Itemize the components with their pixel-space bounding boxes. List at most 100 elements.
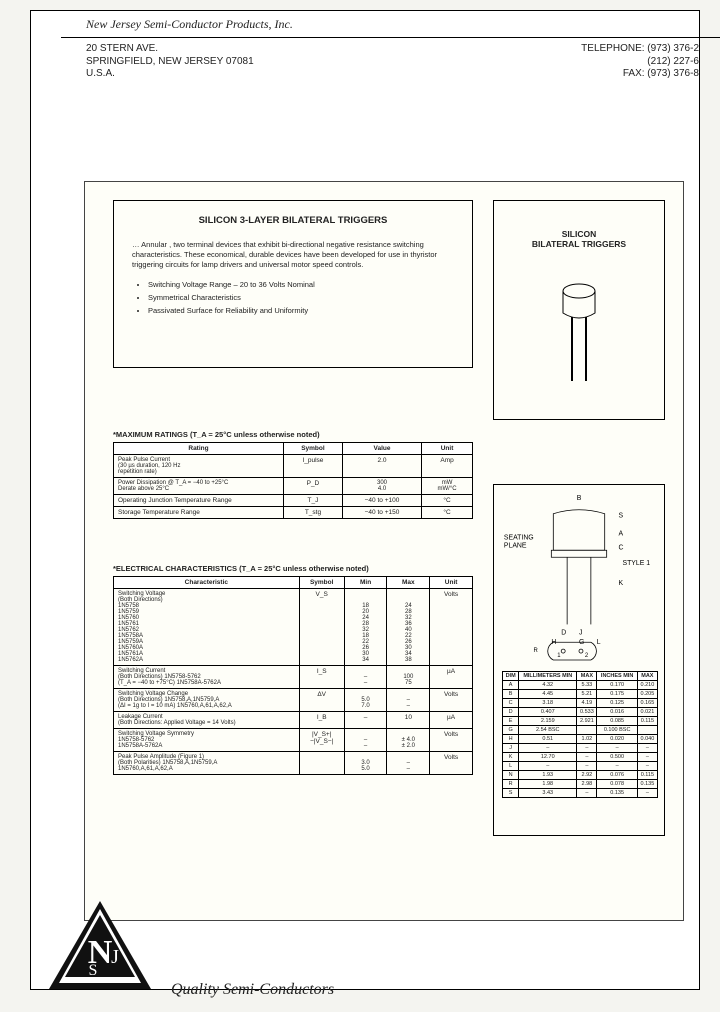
table-cell: 3.43	[519, 789, 577, 798]
svg-text:2: 2	[585, 653, 588, 659]
table-cell: 4.32	[519, 681, 577, 690]
table-cell: 0.135	[637, 780, 657, 789]
table-cell: J	[503, 744, 519, 753]
table-cell: C	[503, 699, 519, 708]
table-header: Characteristic	[114, 577, 300, 589]
table-cell: –	[597, 744, 637, 753]
table-cell: – –	[344, 729, 387, 752]
package-drawing: B S A C K SEATING PLANE D J H G L STYLE …	[494, 485, 664, 665]
table-cell: Volts	[430, 689, 473, 712]
product-heading: SILICON 3-LAYER BILATERAL TRIGGERS	[132, 215, 454, 228]
table-cell: Switching Voltage (Both Directions) 1N57…	[114, 589, 300, 666]
table-cell: 0.175	[597, 690, 637, 699]
table-header: Value	[342, 443, 421, 455]
svg-text:D: D	[561, 629, 566, 636]
table-row: D0.4070.5330.0160.021	[503, 708, 658, 717]
table-row: Storage Temperature RangeT_stg−40 to +15…	[114, 507, 473, 519]
table-cell: –	[597, 762, 637, 771]
addr-line-3: U.S.A.	[86, 68, 254, 81]
svg-text:K: K	[619, 580, 624, 587]
table-row: Peak Pulse Current (30 µs duration, 120 …	[114, 455, 473, 478]
table-cell: Storage Temperature Range	[114, 507, 284, 519]
table-cell	[577, 726, 597, 735]
table-cell: – –	[344, 666, 387, 689]
table-cell: 0.205	[637, 690, 657, 699]
svg-text:SEATING: SEATING	[504, 534, 534, 541]
table-cell: 0.210	[637, 681, 657, 690]
company-address: 20 STERN AVE. SPRINGFIELD, NEW JERSEY 07…	[86, 43, 254, 81]
table-cell: E	[503, 717, 519, 726]
svg-text:S: S	[619, 513, 624, 520]
njs-logo: N J S	[45, 897, 155, 1007]
table-cell: 0.078	[597, 780, 637, 789]
electrical-label: *ELECTRICAL CHARACTERISTICS (T_A = 25°C …	[113, 564, 369, 573]
table-row: Switching Voltage Symmetry 1N5758-5762 1…	[114, 729, 473, 752]
table-cell: Power Dissipation @ T_A = −40 to +25°C D…	[114, 478, 284, 495]
feature-list: Switching Voltage Range – 20 to 36 Volts…	[132, 280, 454, 316]
table-cell: –	[519, 744, 577, 753]
table-cell: 2.54 BSC	[519, 726, 577, 735]
table-cell: V_S	[299, 589, 344, 666]
svg-text:S: S	[89, 962, 98, 979]
table-cell: Switching Voltage Change (Both Direction…	[114, 689, 300, 712]
table-cell: 0.135	[597, 789, 637, 798]
table-row: Peak Pulse Amplitude (Figure 1) (Both Po…	[114, 752, 473, 775]
table-cell: °C	[422, 495, 473, 507]
table-cell: 5.21	[577, 690, 597, 699]
table-cell: 18 20 24 28 32 18 22 26 30 34	[344, 589, 387, 666]
table-cell: 2.921	[577, 717, 597, 726]
table-cell: G	[503, 726, 519, 735]
table-cell: 100 75	[387, 666, 430, 689]
company-script-name: New Jersey Semi-Conductor Products, Inc.	[86, 17, 293, 32]
table-cell: ΔV	[299, 689, 344, 712]
table-row: A4.325.330.1700.210	[503, 681, 658, 690]
svg-text:1: 1	[557, 653, 560, 659]
addr-line-2: SPRINGFIELD, NEW JERSEY 07081	[86, 56, 254, 69]
table-cell: –	[577, 753, 597, 762]
table-cell: A	[503, 681, 519, 690]
table-cell: Volts	[430, 729, 473, 752]
table-header: Max	[387, 577, 430, 589]
table-cell: 5.0 7.0	[344, 689, 387, 712]
table-cell: Volts	[430, 589, 473, 666]
table-header: DIM	[503, 672, 519, 681]
svg-text:J: J	[579, 629, 582, 636]
table-cell: L	[503, 762, 519, 771]
table-cell: 2.159	[519, 717, 577, 726]
table-cell: −40 to +100	[342, 495, 421, 507]
company-tagline: Quality Semi-Conductors	[171, 981, 334, 999]
table-cell: 0.040	[637, 735, 657, 744]
page-frame: New Jersey Semi-Conductor Products, Inc.…	[30, 10, 700, 990]
table-row: C3.184.190.1250.165	[503, 699, 658, 708]
table-row: S3.43–0.135–	[503, 789, 658, 798]
table-row: B4.455.210.1750.205	[503, 690, 658, 699]
table-header: MAX	[577, 672, 597, 681]
table-cell: –	[577, 762, 597, 771]
feature-item: Symmetrical Characteristics	[148, 293, 454, 303]
table-cell: H	[503, 735, 519, 744]
table-header: Unit	[430, 577, 473, 589]
table-cell: –	[344, 712, 387, 729]
datasheet-body: SILICON 3-LAYER BILATERAL TRIGGERS … Ann…	[84, 181, 684, 921]
table-cell: 3.18	[519, 699, 577, 708]
table-row: R1.982.980.0780.135	[503, 780, 658, 789]
product-description: … Annular , two terminal devices that ex…	[132, 240, 454, 270]
table-cell: D	[503, 708, 519, 717]
table-cell: 2.98	[577, 780, 597, 789]
fax: FAX: (973) 376-8	[623, 68, 699, 79]
table-header: MILLIMETERS MIN	[519, 672, 577, 681]
table-cell: Switching Voltage Symmetry 1N5758-5762 1…	[114, 729, 300, 752]
table-cell: Volts	[430, 752, 473, 775]
table-header: INCHES MIN	[597, 672, 637, 681]
table-cell: –	[637, 753, 657, 762]
table-cell: 0.51	[519, 735, 577, 744]
table-cell: K	[503, 753, 519, 762]
table-cell: 4.19	[577, 699, 597, 708]
table-header: Symbol	[284, 443, 343, 455]
table-cell: |V_S+|−|V_S−|	[299, 729, 344, 752]
table-row: K12.70–0.500–	[503, 753, 658, 762]
table-header: MAX	[637, 672, 657, 681]
table-cell: 5.33	[577, 681, 597, 690]
table-cell: 2.92	[577, 771, 597, 780]
table-cell: 300 4.0	[342, 478, 421, 495]
